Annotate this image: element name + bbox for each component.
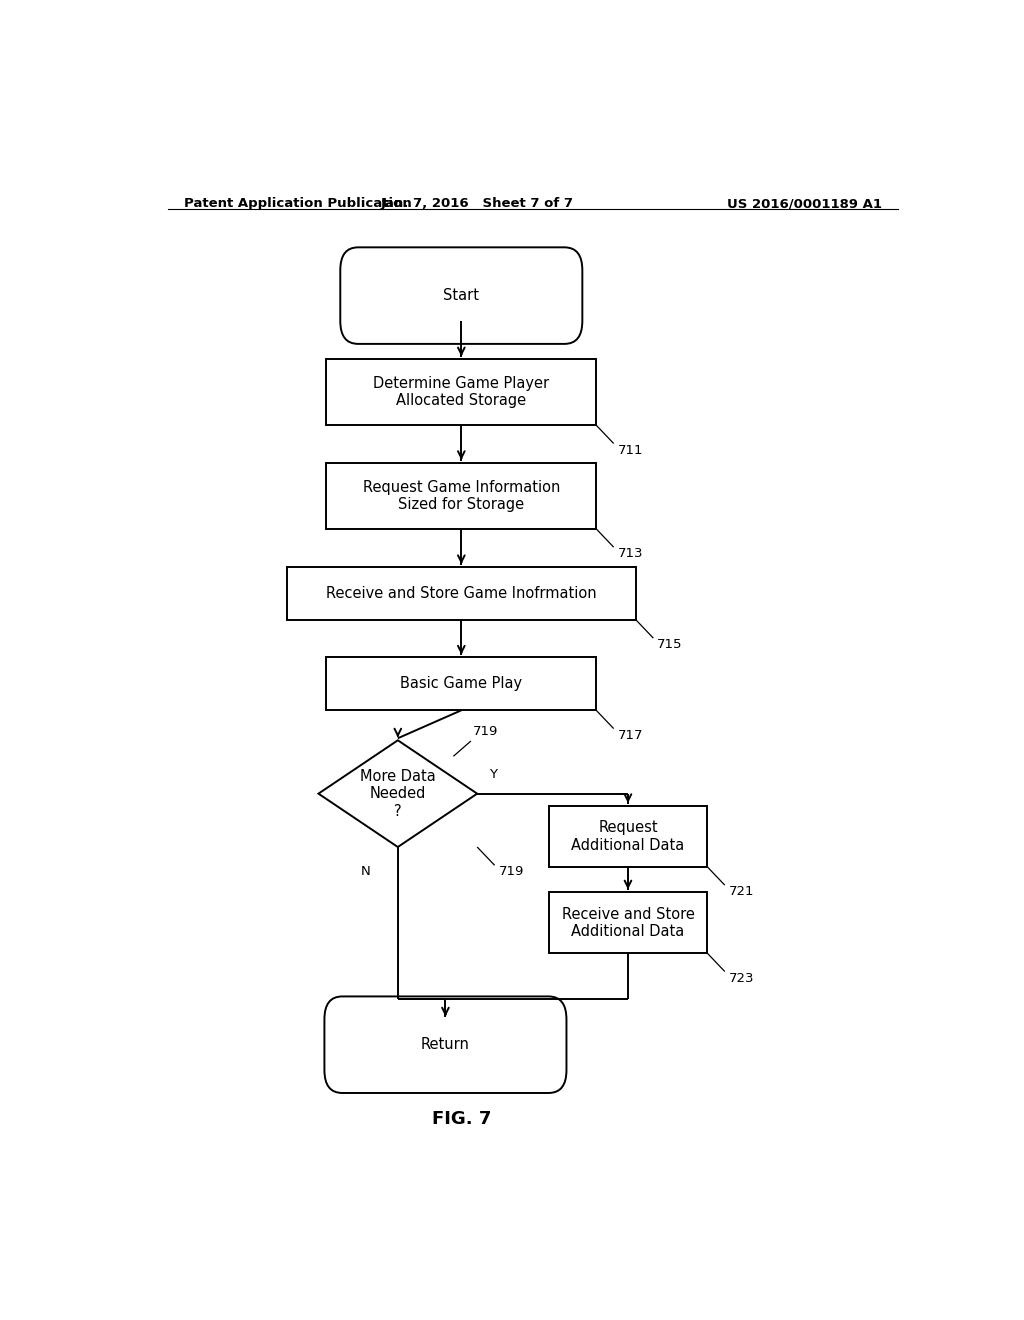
Text: 721: 721 xyxy=(729,886,755,898)
Text: 711: 711 xyxy=(617,444,643,457)
Text: Request
Additional Data: Request Additional Data xyxy=(571,820,685,853)
Text: Patent Application Publication: Patent Application Publication xyxy=(183,197,412,210)
Text: Basic Game Play: Basic Game Play xyxy=(400,676,522,692)
Bar xyxy=(327,657,596,710)
Text: 715: 715 xyxy=(657,638,683,651)
Polygon shape xyxy=(318,741,477,847)
Bar xyxy=(327,359,596,425)
Text: Receive and Store Game Inofrmation: Receive and Store Game Inofrmation xyxy=(326,586,597,601)
Text: Y: Y xyxy=(489,768,497,781)
Bar xyxy=(327,463,596,529)
Text: Determine Game Player
Allocated Storage: Determine Game Player Allocated Storage xyxy=(374,376,549,408)
Text: Jan. 7, 2016   Sheet 7 of 7: Jan. 7, 2016 Sheet 7 of 7 xyxy=(381,197,573,210)
Bar xyxy=(287,568,636,620)
FancyBboxPatch shape xyxy=(340,247,583,345)
FancyBboxPatch shape xyxy=(325,997,566,1093)
Text: 719: 719 xyxy=(499,866,524,878)
Text: More Data
Needed
?: More Data Needed ? xyxy=(360,768,435,818)
Text: 717: 717 xyxy=(617,729,643,742)
Text: Start: Start xyxy=(443,288,479,304)
Text: 723: 723 xyxy=(729,972,755,985)
Bar xyxy=(549,892,708,953)
Bar xyxy=(549,805,708,867)
Text: FIG. 7: FIG. 7 xyxy=(432,1110,490,1127)
Text: 713: 713 xyxy=(617,548,643,560)
Text: US 2016/0001189 A1: US 2016/0001189 A1 xyxy=(727,197,882,210)
Text: Request Game Information
Sized for Storage: Request Game Information Sized for Stora… xyxy=(362,479,560,512)
Text: 719: 719 xyxy=(473,725,499,738)
Text: Receive and Store
Additional Data: Receive and Store Additional Data xyxy=(561,907,694,939)
Text: N: N xyxy=(361,866,371,878)
Text: Return: Return xyxy=(421,1038,470,1052)
